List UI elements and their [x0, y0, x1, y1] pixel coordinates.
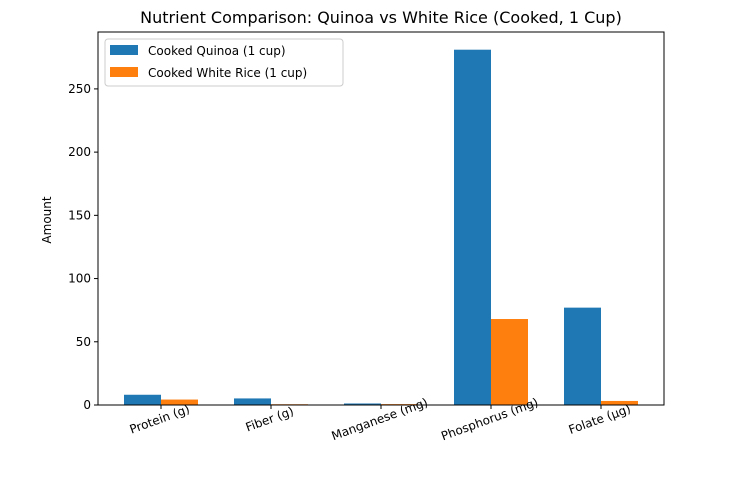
bar-cooked-white-rice-1-cup-protein-g: [161, 399, 198, 405]
bar-cooked-quinoa-1-cup-fiber-g: [234, 398, 271, 405]
bar-cooked-quinoa-1-cup-manganese-mg: [344, 403, 381, 405]
chart-title: Nutrient Comparison: Quinoa vs White Ric…: [140, 8, 622, 27]
x-tick-label: Fiber (g): [244, 404, 296, 434]
legend-box: [104, 38, 344, 87]
bar-cooked-quinoa-1-cup-protein-g: [124, 394, 161, 405]
x-tick-label: Protein (g): [128, 402, 192, 437]
x-ticks-group: Protein (g) Fiber (g) Manganese (mg) Phosph…: [128, 395, 633, 443]
bar-cooked-white-rice-1-cup-folate-g: [601, 400, 638, 405]
bar-cooked-quinoa-1-cup-phosphorus-mg: [454, 49, 491, 406]
bars-group: [124, 49, 638, 406]
y-tick-label: 150: [68, 208, 91, 222]
x-tick-label: Folate (µg): [567, 402, 633, 437]
legend-label-quinoa: Cooked Quinoa (1 cup): [148, 44, 286, 58]
bar-cooked-white-rice-1-cup-phosphorus-mg: [491, 319, 528, 405]
bar-cooked-quinoa-1-cup-folate-g: [564, 307, 601, 405]
y-tick-label: 250: [68, 82, 91, 96]
y-tick-label: 200: [68, 145, 91, 159]
y-axis-label: Amount: [40, 196, 54, 243]
x-tick-label: Manganese (mg): [330, 395, 430, 443]
legend-label-white-rice: Cooked White Rice (1 cup): [148, 66, 307, 80]
plot-frame: [97, 31, 665, 406]
y-tick-label: 100: [68, 272, 91, 286]
legend-swatch-white-rice: [110, 67, 138, 77]
y-ticks-group: 0 50 100 150 200 250: [68, 82, 98, 412]
legend: Cooked Quinoa (1 cup) Cooked White Rice …: [104, 38, 344, 87]
legend-swatch-quinoa: [110, 45, 138, 55]
y-tick-label: 0: [83, 398, 91, 412]
y-tick-label: 50: [76, 335, 91, 349]
